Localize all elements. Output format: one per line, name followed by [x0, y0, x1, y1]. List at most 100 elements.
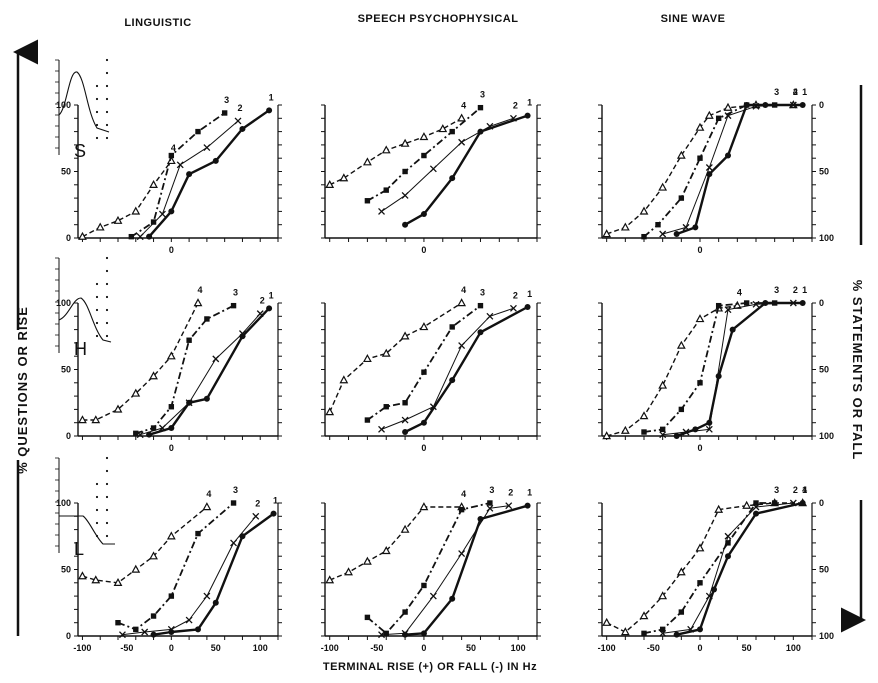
series-3: 3 — [364, 485, 494, 637]
series-3: 3 — [641, 485, 779, 637]
series-1: 1 — [150, 496, 278, 638]
series-line — [366, 107, 482, 202]
data-point-x — [230, 539, 238, 547]
inset-dot — [105, 84, 109, 88]
inset-dot — [95, 482, 99, 486]
series-number-label: 1 — [269, 92, 274, 102]
data-point-x — [458, 550, 466, 557]
data-point-circle — [203, 395, 210, 402]
series-4: 4 — [325, 285, 466, 416]
series-3: 3 — [133, 288, 238, 437]
series-number-label: 3 — [489, 485, 494, 495]
data-point-x — [486, 504, 494, 512]
data-point-triangle — [676, 340, 686, 349]
x-tick-label: 0 — [169, 643, 174, 653]
y-tick-label: 0 — [66, 431, 71, 441]
data-point-square — [364, 198, 371, 204]
panel-r2-c2: 0 50 100 -100 -50 0 50 100 4 3 2 1 — [598, 485, 834, 653]
x-tick-label: 0 — [421, 443, 426, 453]
data-point-circle — [711, 586, 717, 593]
data-point-x — [752, 503, 760, 511]
data-point-square — [771, 500, 778, 506]
column-title-sine-wave: SINE WAVE — [661, 13, 726, 25]
series-number-label: 2 — [793, 87, 798, 97]
data-point-square — [150, 613, 157, 619]
data-point-circle — [762, 102, 769, 108]
series-line — [606, 502, 803, 633]
data-point-x — [724, 112, 732, 120]
data-point-square — [364, 614, 371, 621]
series-2: 2 — [378, 488, 513, 639]
data-point-circle — [186, 399, 193, 406]
data-point-square — [383, 630, 389, 637]
data-point-square — [133, 430, 139, 437]
data-point-x — [118, 631, 126, 639]
data-point-square — [168, 593, 175, 599]
series-line — [82, 506, 208, 584]
data-point-triangle — [419, 502, 429, 511]
series-4: 4 — [325, 100, 466, 188]
data-point-x — [203, 144, 211, 152]
x-tick-label: 0 — [697, 245, 702, 255]
series-4: 4 — [78, 143, 176, 240]
data-point-triangle — [149, 179, 158, 188]
data-point-circle — [477, 515, 484, 522]
inset-dot — [95, 308, 99, 312]
data-point-circle — [168, 208, 175, 215]
data-point-triangle — [362, 556, 372, 565]
series-number-label: 3 — [774, 485, 779, 495]
series-number-label: 1 — [269, 290, 274, 300]
data-point-circle — [477, 329, 484, 336]
panel-r0-c1: 0 4 3 2 1 — [321, 90, 541, 255]
inset-dot — [95, 97, 99, 101]
series-number-label: 3 — [480, 288, 485, 298]
series-line — [130, 112, 226, 238]
series-4: 4 — [602, 87, 798, 238]
data-point-x — [659, 431, 667, 439]
series-number-label: 4 — [802, 485, 807, 495]
data-point-triangle — [639, 206, 649, 215]
x-tick-label: 0 — [421, 245, 426, 255]
data-point-x — [136, 233, 144, 241]
data-point-circle — [449, 175, 456, 182]
data-point-triangle — [723, 102, 733, 111]
series-4: 4 — [78, 489, 211, 586]
data-point-square — [715, 115, 722, 121]
data-point-triangle — [400, 138, 410, 147]
inset-dot — [105, 97, 109, 101]
inset-dot — [105, 321, 109, 325]
data-point-triangle — [695, 543, 705, 552]
data-point-triangle — [166, 351, 176, 360]
series-line — [140, 313, 261, 436]
x-tick-label: 0 — [169, 443, 174, 453]
data-point-square — [168, 152, 175, 159]
data-point-square — [115, 620, 121, 626]
series-2: 2 — [118, 498, 260, 639]
series-line — [153, 512, 275, 636]
series-number-label: 4 — [737, 288, 742, 298]
inset-contour — [59, 515, 115, 545]
series-number-label: 3 — [774, 87, 779, 97]
data-point-triangle — [166, 531, 176, 540]
series-3: 3 — [128, 95, 229, 240]
data-point-circle — [673, 433, 680, 439]
data-point-square — [697, 580, 703, 586]
data-point-square — [133, 626, 139, 633]
data-point-circle — [524, 502, 531, 509]
data-point-triangle — [695, 122, 705, 131]
data-point-square — [364, 417, 371, 423]
series-number-label: 2 — [255, 498, 260, 508]
data-point-circle — [239, 533, 246, 540]
data-point-triangle — [620, 425, 630, 434]
series-number-label: 3 — [480, 90, 485, 100]
inset-dot — [95, 110, 99, 114]
series-1: 1 — [673, 285, 807, 439]
inset-dot — [105, 282, 109, 286]
data-point-square — [655, 222, 661, 228]
series-line — [643, 302, 775, 433]
data-point-triangle — [658, 380, 668, 389]
x-tick-label: 0 — [169, 245, 174, 255]
right-tick-label: 50 — [819, 167, 829, 177]
data-point-x — [203, 592, 211, 600]
